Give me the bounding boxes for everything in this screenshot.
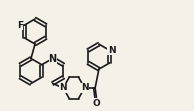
Text: F: F bbox=[17, 21, 23, 30]
Text: O: O bbox=[93, 99, 100, 108]
Text: N: N bbox=[48, 54, 57, 63]
Text: N: N bbox=[60, 83, 67, 92]
Text: N: N bbox=[81, 83, 88, 92]
Text: N: N bbox=[108, 46, 116, 55]
